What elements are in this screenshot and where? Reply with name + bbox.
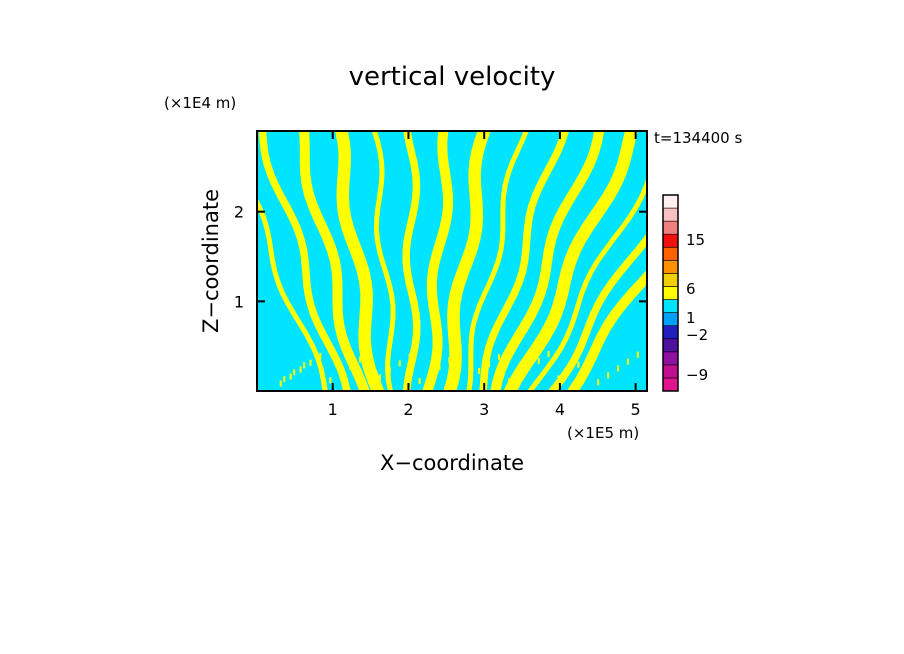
- velocity-band: [527, 175, 647, 391]
- velocity-band: [466, 131, 529, 391]
- colorbar-segment: [662, 377, 679, 392]
- velocity-cell: [378, 374, 381, 381]
- velocity-cell: [468, 374, 471, 381]
- colorbar-segment: [662, 338, 679, 353]
- velocity-cell: [349, 363, 352, 370]
- colorbar-segment: [662, 286, 679, 300]
- velocity-cell: [507, 378, 510, 385]
- colorbar-segment: [662, 246, 679, 261]
- velocity-band: [490, 131, 605, 391]
- velocity-cell: [448, 357, 451, 364]
- velocity-band: [422, 131, 453, 391]
- velocity-cell: [488, 361, 491, 368]
- colorbar-label: 6: [686, 280, 696, 298]
- x-tick-label: 2: [403, 400, 413, 419]
- y-tick-label: 1: [234, 292, 244, 311]
- velocity-cell: [303, 362, 306, 369]
- velocity-band: [335, 131, 385, 391]
- velocity-cell: [458, 350, 461, 357]
- velocity-cell: [279, 380, 282, 387]
- colorbar: 15 6 1−2 −9: [662, 194, 708, 392]
- velocity-cell: [289, 373, 292, 380]
- colorbar-segment: [662, 325, 679, 340]
- velocity-cell: [309, 359, 312, 366]
- colorbar-label: −2: [686, 326, 708, 344]
- x-tick-label: 5: [631, 400, 641, 419]
- velocity-cell: [283, 376, 286, 383]
- plot-area: [256, 130, 648, 392]
- velocity-band: [257, 197, 328, 391]
- velocity-band: [299, 131, 370, 391]
- velocity-cell: [438, 364, 441, 371]
- velocity-band: [371, 131, 396, 391]
- colorbar-segment: [662, 299, 679, 313]
- velocity-cell: [547, 351, 550, 358]
- velocity-cell: [428, 371, 431, 378]
- velocity-cell: [369, 349, 372, 356]
- colorbar-label: −9: [686, 366, 708, 384]
- colorbar-label: 15: [686, 231, 705, 249]
- velocity-cell: [617, 365, 620, 372]
- velocity-cell: [339, 370, 342, 377]
- velocity-band: [548, 232, 647, 391]
- velocity-cell: [329, 377, 332, 384]
- axis-ticks: 1 2 3 4 5 1 2: [234, 131, 647, 419]
- velocity-band: [402, 131, 421, 391]
- x-unit-label: (×1E5 m): [567, 424, 639, 442]
- x-axis-label: X−coordinate: [380, 451, 524, 475]
- y-unit-label: (×1E4 m): [164, 94, 236, 112]
- velocity-cell: [517, 371, 520, 378]
- colorbar-segment: [662, 312, 679, 326]
- positive-velocity-bands: [257, 131, 647, 391]
- velocity-cell: [557, 375, 560, 382]
- velocity-cell: [398, 360, 401, 367]
- velocity-cell: [408, 353, 411, 360]
- velocity-cell: [299, 366, 302, 373]
- colorbar-segment: [662, 273, 679, 287]
- velocity-cell: [567, 368, 570, 375]
- velocity-band: [258, 131, 351, 391]
- velocity-band: [443, 131, 491, 391]
- velocity-band: [504, 131, 638, 391]
- plot-frame: [256, 130, 648, 392]
- colorbar-frame: [662, 194, 679, 392]
- colorbar-segment: [662, 351, 679, 366]
- velocity-cell: [418, 378, 421, 385]
- time-label: t=134400 s: [654, 129, 742, 147]
- colorbar-segment: [662, 194, 679, 209]
- chart-title: vertical velocity: [349, 62, 556, 92]
- colorbar-label: 1: [686, 309, 696, 327]
- y-tick-label: 2: [234, 203, 244, 222]
- velocity-band: [567, 269, 647, 391]
- velocity-cell: [388, 367, 391, 374]
- colorbar-segment: [662, 260, 679, 274]
- velocity-cell: [537, 357, 540, 364]
- velocity-cell: [527, 364, 530, 371]
- y-axis-label: Z−coordinate: [199, 189, 223, 333]
- velocity-band: [479, 131, 569, 391]
- velocity-cell: [293, 369, 296, 376]
- velocity-cell: [636, 351, 639, 358]
- velocity-cell: [359, 356, 362, 363]
- colorbar-segment: [662, 207, 679, 222]
- velocity-cell: [597, 379, 600, 386]
- velocity-cell: [626, 358, 629, 365]
- velocity-cell: [497, 354, 500, 361]
- colorbar-segment: [662, 220, 679, 235]
- x-tick-label: 1: [328, 400, 338, 419]
- colorbar-segment: [662, 233, 679, 248]
- colorbar-segment: [662, 364, 679, 379]
- velocity-cell: [478, 367, 481, 374]
- x-tick-label: 3: [479, 400, 489, 419]
- velocity-cell: [607, 372, 610, 379]
- velocity-cell: [319, 352, 322, 359]
- x-tick-label: 4: [555, 400, 565, 419]
- velocity-cell: [577, 361, 580, 368]
- velocity-cell: [587, 354, 590, 361]
